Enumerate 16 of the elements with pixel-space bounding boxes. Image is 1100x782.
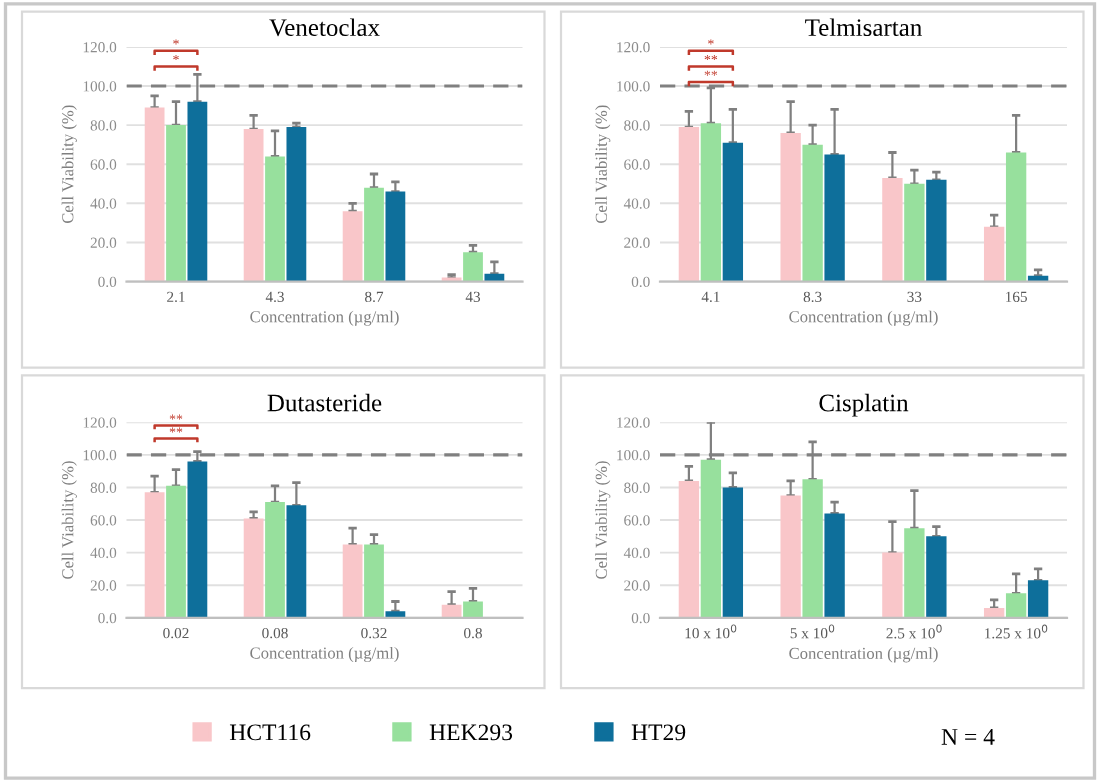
- chart-title: Dutasteride: [267, 393, 382, 412]
- text: N = 4: [941, 729, 995, 745]
- legend-label: HEK293: [429, 724, 513, 741]
- chart-title: Telmisartan: [805, 18, 922, 37]
- x-axis-title: Concentration (µg/ml): [250, 310, 399, 326]
- x-axis-title: Concentration (µg/ml): [789, 310, 938, 326]
- legend-label: HT29: [631, 724, 686, 741]
- x-axis-title: Concentration (µg/ml): [789, 647, 938, 663]
- legend-label: HCT116: [229, 724, 311, 741]
- x-axis-title: Concentration (µg/ml): [250, 646, 399, 663]
- chart-title: Venetoclax: [269, 18, 380, 37]
- y-axis-title: Cell Viability (%): [61, 461, 77, 579]
- y-axis-title: Cell Viability (%): [595, 105, 611, 224]
- chart-title: Cisplatin: [819, 393, 909, 417]
- y-axis-title: Cell Viability (%): [61, 105, 77, 224]
- y-axis-title: Cell Viability (%): [595, 461, 611, 579]
